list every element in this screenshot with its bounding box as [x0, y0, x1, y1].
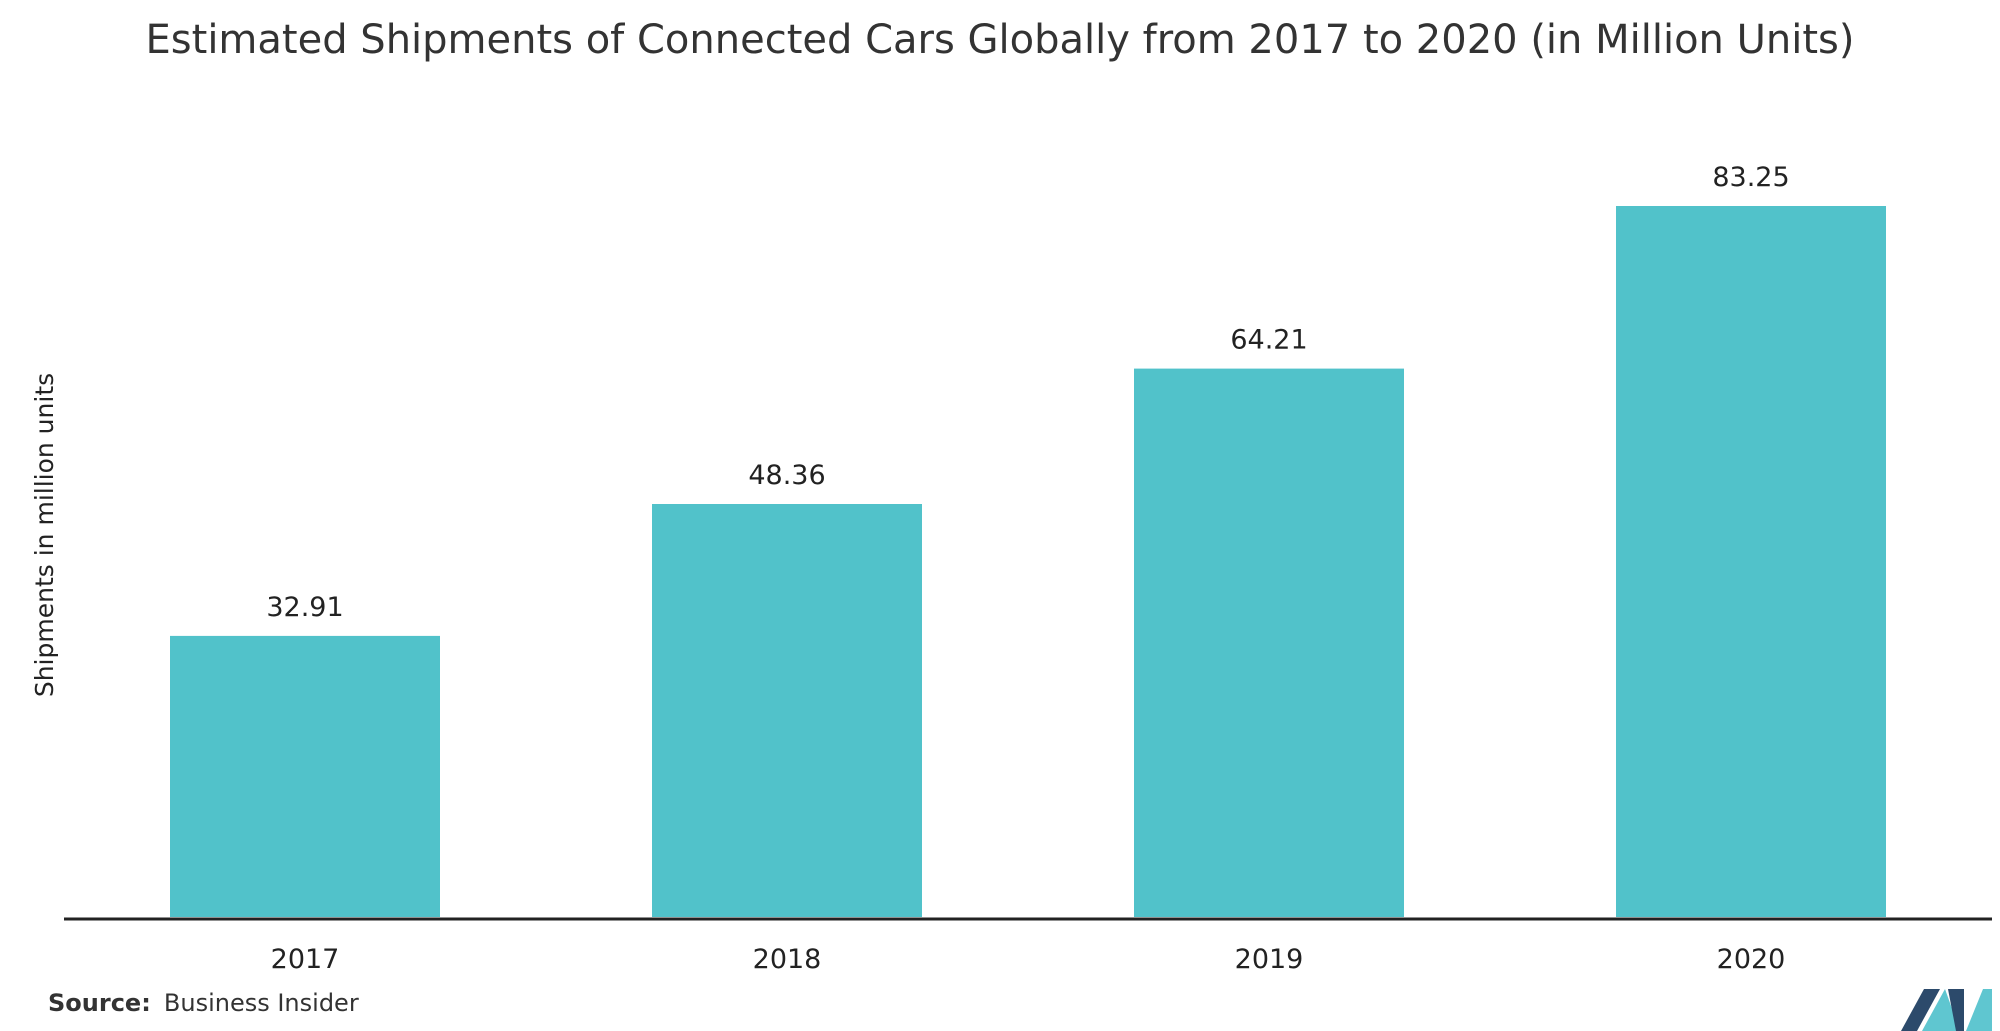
- data-label-2019: 64.21: [1230, 325, 1307, 356]
- bar-2017: [170, 635, 440, 917]
- bars-group: [170, 206, 1886, 918]
- chart-title: Estimated Shipments of Connected Cars Gl…: [146, 17, 1855, 63]
- data-label-2020: 83.25: [1712, 162, 1789, 193]
- x-tick-labels-group: 2017 2018 2019 2020: [271, 944, 1786, 975]
- x-tick-label-2019: 2019: [1235, 944, 1304, 975]
- source-text: Business Insider: [164, 989, 359, 1017]
- x-tick-label-2017: 2017: [271, 944, 340, 975]
- x-tick-label-2020: 2020: [1717, 944, 1786, 975]
- bar-2019: [1134, 368, 1404, 918]
- y-axis-label: Shipments in million units: [30, 373, 59, 697]
- x-tick-label-2018: 2018: [753, 944, 822, 975]
- source-line: Source: Business Insider: [48, 989, 359, 1017]
- mordor-intelligence-logo-icon: [1901, 989, 1992, 1031]
- value-labels-group: 32.91 48.36 64.21 83.25: [266, 162, 1789, 623]
- source-label: Source:: [48, 989, 151, 1017]
- bar-2018: [652, 504, 922, 917]
- data-label-2017: 32.91: [266, 592, 343, 623]
- data-label-2018: 48.36: [748, 460, 825, 491]
- bar-2020: [1616, 206, 1886, 917]
